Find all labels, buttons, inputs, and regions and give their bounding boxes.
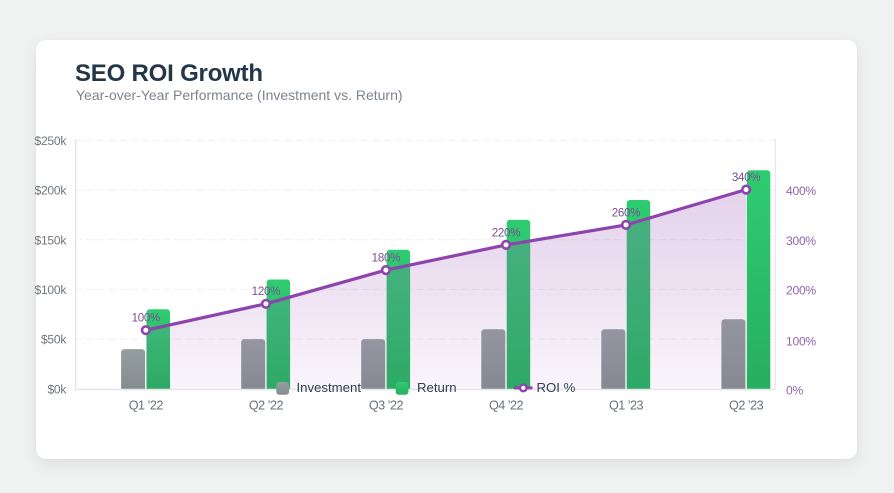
svg-text:180%: 180%	[372, 252, 400, 265]
svg-text:100%: 100%	[132, 312, 160, 325]
svg-text:Q2 ’22: Q2 ’22	[249, 399, 284, 413]
svg-text:$50k: $50k	[41, 333, 67, 347]
svg-text:400%: 400%	[786, 184, 816, 198]
svg-text:340%: 340%	[732, 171, 760, 184]
svg-text:Q1 ’22: Q1 ’22	[129, 399, 164, 413]
svg-text:Investment: Investment	[297, 380, 362, 395]
svg-text:$150k: $150k	[34, 233, 67, 247]
svg-text:Return: Return	[417, 380, 457, 395]
svg-text:Q1 ’23: Q1 ’23	[609, 399, 644, 413]
svg-text:$250k: $250k	[34, 134, 67, 148]
svg-text:$200k: $200k	[34, 184, 67, 198]
svg-text:220%: 220%	[492, 226, 520, 239]
svg-text:Q4 ’22: Q4 ’22	[489, 399, 524, 413]
svg-text:200%: 200%	[786, 284, 816, 298]
svg-text:120%: 120%	[252, 285, 280, 298]
svg-text:Q3 ’22: Q3 ’22	[369, 399, 404, 413]
svg-text:$0k: $0k	[47, 382, 67, 396]
svg-text:ROI %: ROI %	[537, 380, 576, 395]
svg-text:Year-over-Year Performance (In: Year-over-Year Performance (Investment v…	[76, 87, 403, 103]
svg-text:100%: 100%	[786, 335, 816, 349]
svg-text:0%: 0%	[786, 384, 803, 398]
svg-text:300%: 300%	[786, 234, 816, 248]
svg-text:SEO ROI Growth: SEO ROI Growth	[75, 60, 263, 87]
svg-text:Q2 ’23: Q2 ’23	[729, 399, 764, 413]
svg-text:$100k: $100k	[34, 283, 67, 297]
svg-text:260%: 260%	[612, 206, 640, 219]
